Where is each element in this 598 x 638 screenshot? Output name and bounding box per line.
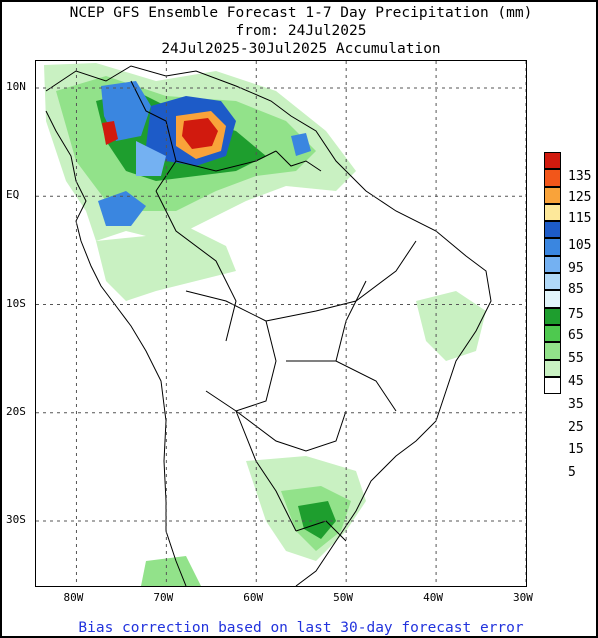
legend-label: 75: [568, 307, 584, 322]
latitude-label: 30S: [6, 513, 26, 527]
legend-swatch: [544, 152, 561, 170]
latitude-label: EQ: [6, 188, 20, 202]
precip-mid-south-tip: [141, 556, 201, 586]
precip-blue-guiana: [291, 133, 311, 156]
border-brazil-central: [265, 240, 417, 322]
legend-swatch: [544, 359, 561, 377]
legend-label: 95: [568, 261, 584, 276]
precip-lightblue-venezuela: [136, 141, 166, 176]
legend-label: 35: [568, 397, 584, 412]
border-uruguay: [295, 520, 347, 542]
legend-label: 65: [568, 328, 584, 343]
precip-shading: [44, 63, 486, 586]
legend-swatch: [544, 290, 561, 308]
legend-swatch: [544, 221, 561, 239]
precip-red-colombia: [102, 121, 118, 145]
legend-label: 135: [568, 169, 592, 184]
border-venezuela-brazil: [175, 150, 277, 172]
latitude-label: 10S: [6, 296, 26, 310]
coastline: [45, 65, 492, 586]
legend-label: 115: [568, 211, 592, 226]
longitude-label: 40W: [423, 591, 443, 604]
longitude-label: 60W: [243, 591, 264, 604]
precip-blue-ecuador: [98, 191, 146, 226]
longitude-label: 30W: [513, 591, 533, 604]
legend-swatch: [544, 186, 561, 204]
legend-swatch: [544, 255, 561, 274]
legend-swatch: [544, 342, 561, 360]
precip-dark-southeast: [298, 501, 336, 539]
map-frame: [35, 60, 527, 587]
legend-swatch: [544, 376, 561, 395]
border-brazil-states-2: [335, 280, 367, 362]
border-colombia-venezuela: [130, 80, 177, 192]
title-line-3: 24Jul2025-30Jul2025 Accumulation: [161, 41, 441, 57]
title-block: NCEP GFS Ensemble Forecast 1-7 Day Preci…: [2, 4, 598, 58]
longitude-label: 50W: [333, 591, 354, 604]
legend-label: 105: [568, 238, 592, 253]
legend-swatch: [544, 324, 561, 343]
precip-light-amazon: [96, 226, 236, 301]
title-line-1: NCEP GFS Ensemble Forecast 1-7 Day Preci…: [69, 5, 533, 21]
legend-swatch: [544, 238, 561, 256]
legend-swatch: [544, 169, 561, 187]
border-brazil-states-1: [286, 360, 397, 412]
precipitation-map: [36, 61, 526, 586]
legend-swatch: [544, 307, 561, 325]
longitude-label: 70W: [153, 591, 174, 604]
longitude-label: 80W: [63, 591, 84, 604]
footer-note: Bias correction based on last 30-day for…: [78, 620, 524, 636]
border-argentina: [235, 410, 297, 532]
latitude-label: 10N: [6, 80, 26, 94]
color-legend: [544, 152, 561, 395]
grid-lines: [36, 61, 526, 586]
legend-label: 5: [568, 465, 576, 480]
legend-label: 25: [568, 420, 584, 435]
legend-label: 15: [568, 442, 584, 457]
legend-swatch: [544, 203, 561, 222]
border-paraguay: [235, 410, 347, 452]
border-guianas: [275, 150, 322, 172]
legend-label: 55: [568, 351, 584, 366]
border-peru-brazil: [155, 190, 237, 342]
precip-light-east: [416, 291, 486, 361]
title-line-2: from: 24Jul2025: [235, 23, 367, 39]
legend-label: 45: [568, 374, 584, 389]
border-bolivia: [185, 290, 277, 412]
legend-label: 85: [568, 282, 584, 297]
latitude-label: 20S: [6, 404, 26, 418]
legend-swatch: [544, 273, 561, 291]
precip-red-venezuela: [182, 118, 218, 149]
legend-label: 125: [568, 190, 592, 205]
